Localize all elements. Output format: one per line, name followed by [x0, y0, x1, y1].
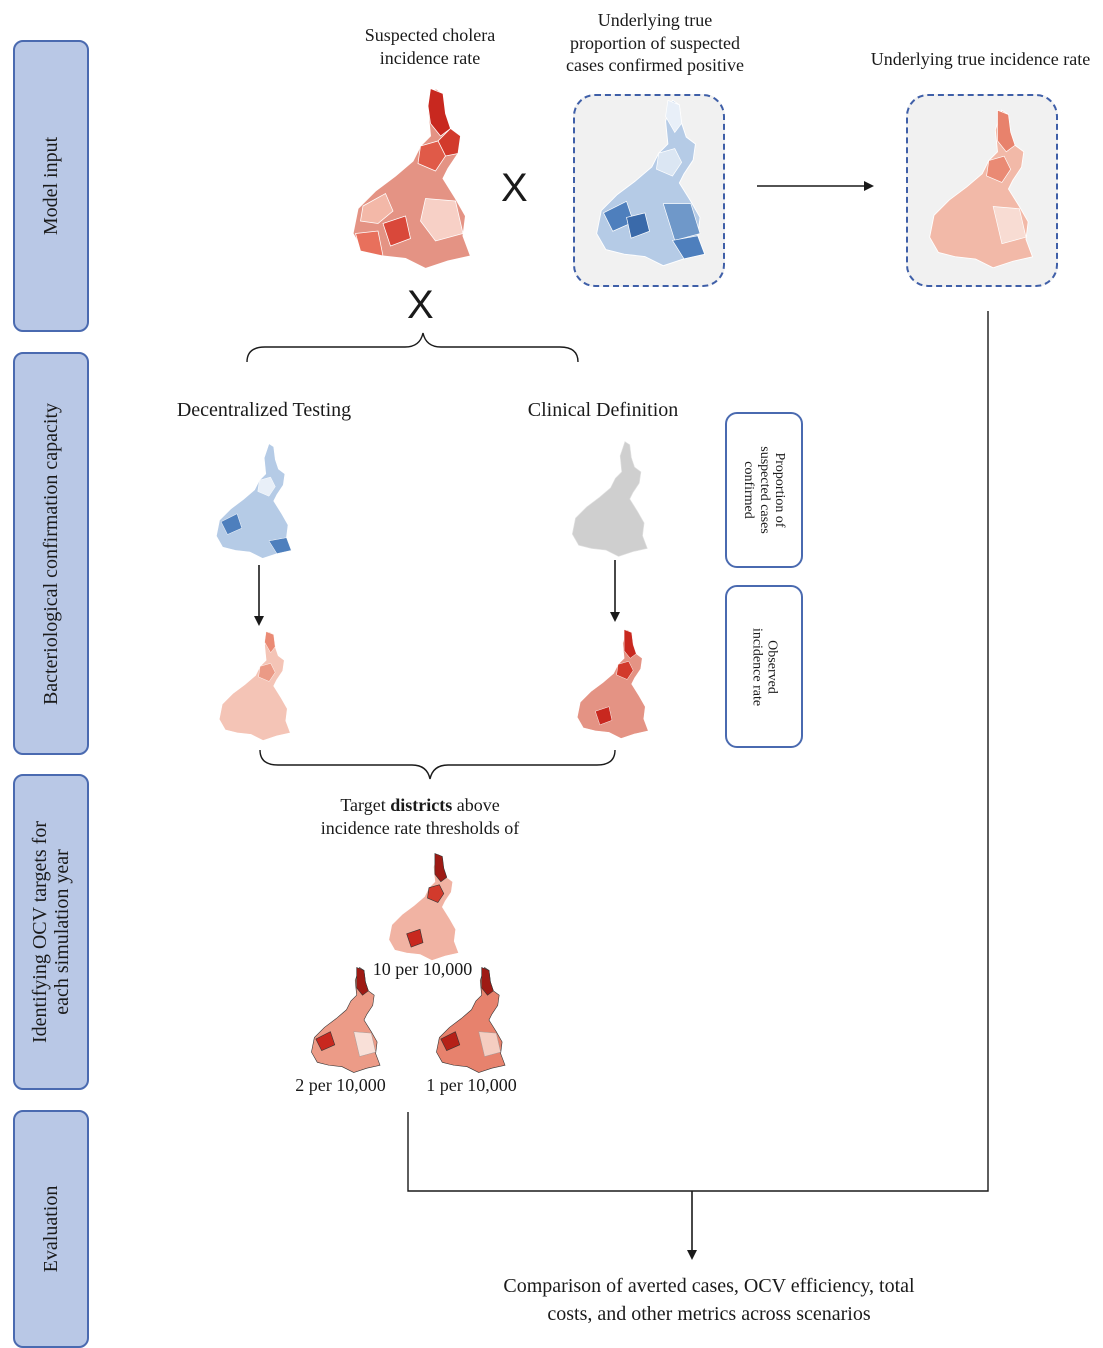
target-caption-bold: districts: [390, 795, 453, 815]
threshold-2-label: 2 per 10,000: [295, 1075, 386, 1095]
map-true-proportion: [596, 99, 706, 267]
map-decentralized-testing: [215, 443, 292, 559]
stage-confirmation-capacity: Bacteriological confirmation capacity: [13, 352, 89, 755]
true-proportion-title-line2: proportion of suspected: [570, 32, 740, 53]
stage-identifying-targets: Identifying OCV targets for each simulat…: [13, 774, 89, 1090]
target-caption-prefix: Target: [340, 795, 391, 815]
map-suspected-incidence: [352, 87, 472, 270]
map-clinical-definition: [571, 441, 648, 557]
map-threshold-10: [388, 853, 460, 961]
multiply-symbol-middle: X: [407, 283, 434, 327]
suspected-incidence-title-line1: Suspected cholera: [364, 25, 496, 45]
brace-scenarios: [246, 332, 579, 363]
target-caption-suffix: above: [452, 795, 500, 815]
multiply-symbol-top: X: [501, 166, 528, 210]
decentralized-testing-heading: Decentralized Testing: [176, 399, 352, 421]
evaluation-connector: [407, 311, 989, 1192]
true-proportion-title: Underlying true proportion of suspected …: [540, 9, 770, 77]
suspected-incidence-title: Suspected cholera incidence rate: [340, 24, 520, 69]
evaluation-outcome-line1: Comparison of averted cases, OCV efficie…: [503, 1275, 915, 1297]
map-true-incidence: [929, 109, 1034, 269]
stage-evaluation: Evaluation: [13, 1110, 89, 1348]
suspected-incidence-title-line2: incidence rate: [379, 47, 481, 68]
legend-observed-incidence: Observed incidence rate: [725, 585, 803, 748]
true-incidence-title: Underlying true incidence rate: [870, 49, 1091, 69]
target-districts-caption-line2: incidence rate thresholds of: [320, 817, 520, 838]
evaluation-outcome-line2: costs, and other metrics across scenario…: [547, 1303, 871, 1325]
evaluation-outcome-text: Comparison of averted cases, OCV efficie…: [470, 1272, 948, 1328]
legend-proportion-confirmed: Proportion of suspected cases confirmed: [725, 412, 803, 568]
map-observed-decentralized: [218, 631, 291, 741]
clinical-definition-heading: Clinical Definition: [527, 399, 679, 421]
stage-model-input: Model input: [13, 40, 89, 332]
true-proportion-title-line1: Underlying true: [597, 10, 713, 30]
map-observed-clinical: [576, 629, 649, 739]
threshold-1-label: 1 per 10,000: [426, 1075, 517, 1095]
brace-observed: [259, 749, 616, 780]
threshold-10-label: 10 per 10,000: [372, 959, 473, 979]
true-proportion-title-line3: cases confirmed positive: [566, 55, 744, 75]
map-threshold-1: [436, 967, 506, 1073]
map-threshold-2: [311, 967, 381, 1073]
target-districts-caption: Target districts above incidence rate th…: [290, 794, 550, 839]
target-districts-caption-line1: Target districts above: [290, 794, 550, 817]
